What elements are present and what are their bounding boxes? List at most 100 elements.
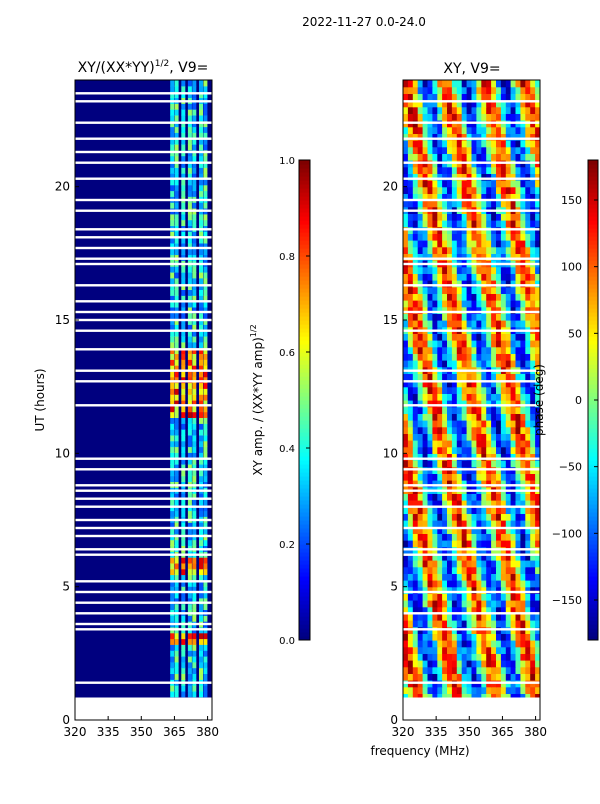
phase-cell [417, 613, 424, 621]
amplitude-cell [199, 417, 203, 424]
phase-cell [491, 166, 497, 174]
phase-cell [525, 240, 531, 248]
phase-cell [520, 360, 526, 368]
colorbar-segment [588, 448, 598, 453]
phase-cell [505, 446, 512, 454]
phase-cell [432, 153, 438, 161]
phase-cell [403, 653, 409, 661]
phase-cell [442, 566, 448, 574]
amplitude-cell [187, 85, 192, 93]
phase-cell [500, 533, 507, 541]
phase-cell [520, 393, 526, 401]
phase-cell [505, 553, 512, 561]
phase-gap [403, 548, 540, 551]
phase-cell [535, 493, 540, 501]
amplitude-cell [170, 213, 175, 221]
phase-cell [407, 86, 414, 94]
phase-cell [422, 106, 429, 114]
phase-cell [407, 200, 414, 208]
phase-cell [486, 440, 492, 448]
phase-cell [407, 173, 414, 181]
amplitude-cell [192, 85, 197, 93]
colorbar-segment [588, 384, 598, 389]
amplitude-cell [174, 423, 179, 430]
phase-cell [412, 180, 419, 188]
phase-cell [412, 273, 419, 281]
phase-cell [520, 320, 526, 328]
phase-cell [525, 520, 531, 528]
phase-cell [481, 220, 487, 228]
phase-cell [520, 340, 526, 348]
amplitude-cell [170, 190, 175, 197]
phase-cell [476, 126, 482, 134]
phase-cell [530, 186, 536, 194]
amplitude-cell [187, 266, 192, 273]
amplitude-cell [187, 114, 192, 122]
phase-cell [520, 693, 526, 701]
phase-cell [461, 520, 468, 528]
amplitude-cell [174, 498, 179, 506]
phase-cell [412, 173, 419, 181]
phase-cell [491, 533, 497, 541]
phase-cell [505, 420, 512, 428]
phase-cell [496, 253, 502, 261]
amplitude-gap [75, 161, 212, 164]
phase-cell [491, 286, 497, 294]
phase-cell [466, 420, 473, 428]
phase-cell [407, 646, 414, 654]
phase-cell [403, 286, 409, 294]
phase-cell [407, 273, 414, 281]
amplitude-cell [192, 510, 197, 517]
phase-cell [432, 440, 438, 448]
phase-cell [510, 513, 517, 521]
phase-cell [447, 653, 453, 661]
phase-cell [432, 513, 438, 521]
phase-cell [505, 80, 512, 88]
phase-cell [510, 333, 517, 341]
phase-cell [403, 493, 409, 501]
phase-cell [417, 500, 424, 508]
phase-cell [500, 393, 507, 401]
phase-cell [496, 180, 502, 188]
phase-cell [427, 140, 433, 148]
phase-cell [510, 413, 517, 421]
phase-cell [466, 660, 473, 668]
phase-cell [461, 386, 468, 394]
colorbar-segment [299, 420, 310, 425]
phase-cell [412, 186, 419, 194]
phase-cell [422, 480, 429, 488]
phase-cell [447, 506, 453, 514]
phase-cell [500, 473, 507, 481]
amplitude-colorbar-label-superscript: 1/2 [249, 324, 258, 337]
phase-cell [471, 400, 477, 408]
amplitude-colorbar-label: XY amp. / (XX*YY amp)1/2 [249, 324, 265, 475]
phase-cell [466, 353, 473, 361]
phase-cell [500, 300, 507, 308]
phase-cell [407, 353, 414, 361]
phase-cell [520, 586, 526, 594]
phase-cell [525, 333, 531, 341]
phase-cell [530, 620, 536, 628]
phase-cell [407, 213, 414, 221]
phase-cell [486, 140, 492, 148]
phase-cell [471, 246, 477, 254]
phase-cell [461, 293, 468, 301]
phase-cell [505, 306, 512, 314]
phase-gap [403, 505, 540, 508]
phase-cell [451, 166, 458, 174]
phase-cell [442, 340, 448, 348]
amplitude-cell [170, 155, 175, 162]
phase-cell [496, 140, 502, 148]
phase-cell [456, 453, 463, 461]
phase-cell [447, 660, 453, 668]
phase-cell [471, 386, 477, 394]
phase-cell [412, 446, 419, 454]
colorbar-segment [588, 204, 598, 209]
colorbar-segment [588, 256, 598, 261]
amplitude-cell [181, 690, 186, 698]
amplitude-gap [75, 198, 212, 202]
phase-cell [525, 220, 531, 228]
amplitude-cell [199, 592, 203, 599]
amplitude-cell [203, 341, 208, 349]
colorbar-segment [588, 452, 598, 457]
